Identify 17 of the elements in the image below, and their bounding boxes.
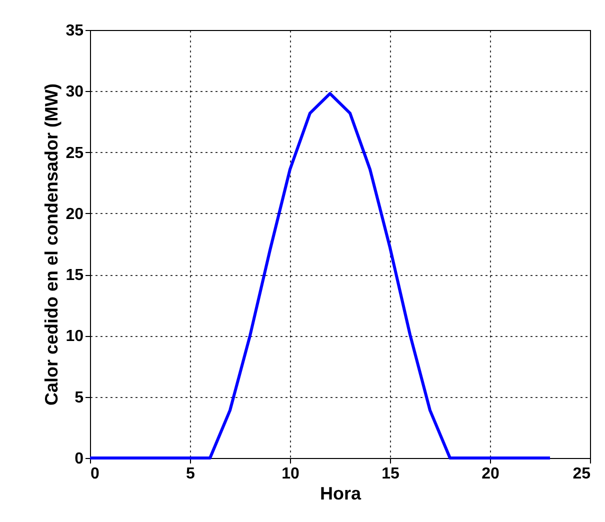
y-tick-label: 5 — [74, 389, 84, 406]
x-tick-label: 10 — [282, 466, 300, 482]
x-tick-label: 20 — [482, 466, 500, 482]
y-tick-label: 15 — [66, 267, 84, 284]
y-tick-label: 20 — [66, 206, 84, 223]
y-tick-label: 35 — [66, 22, 84, 40]
y-tick-label: 10 — [66, 328, 84, 346]
y-axis-title: Calor cedido en el condensador (MW) — [42, 83, 62, 406]
line-series — [88, 92, 552, 460]
y-tick-label: 0 — [74, 450, 84, 468]
x-tick-label: 25 — [572, 466, 591, 482]
y-tick-label: 30 — [66, 84, 84, 101]
y-tick-label: 25 — [66, 144, 84, 162]
x-tick-label: 0 — [90, 466, 100, 482]
x-tick-label: 15 — [382, 466, 400, 482]
x-axis-title: Hora — [320, 484, 362, 504]
x-tick-label: 5 — [186, 466, 196, 482]
